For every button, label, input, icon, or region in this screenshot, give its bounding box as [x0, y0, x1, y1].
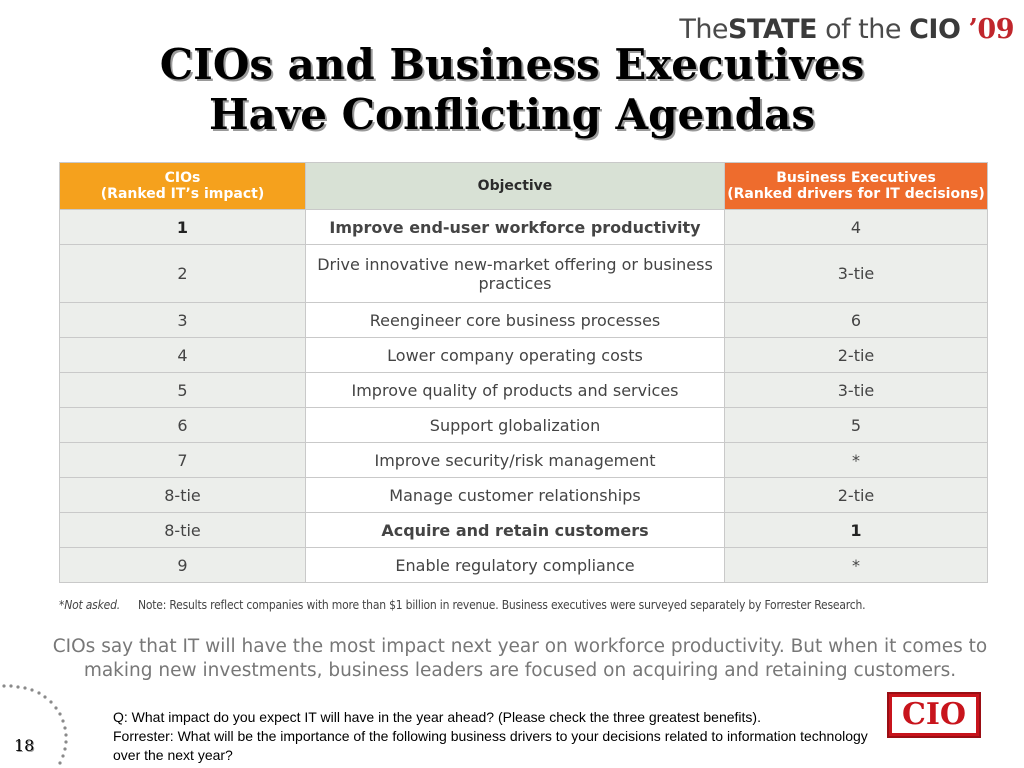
cio-rank-cell: 1 [59, 209, 306, 245]
business-header-subtitle: (Ranked drivers for IT decisions) [727, 186, 985, 202]
table-row: 3 Reengineer core business processes 6 [59, 302, 988, 338]
table-row: 1 Improve end-user workforce productivit… [59, 209, 988, 245]
not-asked-note: *Not asked. [59, 598, 120, 612]
methodology-note: Note: Results reflect companies with mor… [137, 598, 866, 612]
title-line-1: CIOs and Business Executives [159, 40, 865, 89]
table-header-row: CIOs (Ranked IT’s impact) Objective Busi… [59, 162, 988, 210]
cio-rank-cell: 4 [59, 337, 306, 373]
objective-cell: Enable regulatory compliance [305, 547, 725, 583]
business-rank-cell: 2-tie [724, 477, 988, 513]
title-line-2: Have Conflicting Agendas [208, 90, 815, 139]
brand-of-the: of the [825, 14, 901, 45]
table-row: 5 Improve quality of products and servic… [59, 372, 988, 408]
business-rank-cell: * [724, 442, 988, 478]
cio-column-header: CIOs (Ranked IT’s impact) [59, 162, 306, 210]
table-row: 7 Improve security/risk management * [59, 442, 988, 478]
page-title: CIOs and Business Executives Have Confli… [0, 40, 1024, 140]
cio-rank-cell: 8-tie [59, 512, 306, 548]
business-rank-cell: 3-tie [724, 372, 988, 408]
objective-cell: Support globalization [305, 407, 725, 443]
dotted-arc-decoration [2, 684, 68, 765]
cio-rank-cell: 9 [59, 547, 306, 583]
cio-rank-cell: 3 [59, 302, 306, 338]
table-row: 9 Enable regulatory compliance * [59, 547, 988, 583]
business-rank-cell: 3-tie [724, 244, 988, 303]
brand-state: STATE [728, 14, 817, 45]
objective-cell: Reengineer core business processes [305, 302, 725, 338]
cio-logo-text: CIO [892, 697, 976, 733]
table-row: 6 Support globalization 5 [59, 407, 988, 443]
cio-rank-cell: 5 [59, 372, 306, 408]
cio-header-subtitle: (Ranked IT’s impact) [100, 186, 265, 202]
brand-cio: CIO [909, 14, 961, 45]
table-row: 4 Lower company operating costs 2-tie [59, 337, 988, 373]
objective-cell: Manage customer relationships [305, 477, 725, 513]
table-row: 2 Drive innovative new-market offering o… [59, 244, 988, 303]
brand-prefix: The [679, 14, 729, 45]
objective-cell: Improve quality of products and services [305, 372, 725, 408]
brand-year: ’09 [968, 14, 1015, 45]
table-row: 8-tie Manage customer relationships 2-ti… [59, 477, 988, 513]
business-rank-cell: 2-tie [724, 337, 988, 373]
state-of-the-cio-brand: TheSTATE of the CIO ’09 [679, 14, 1014, 45]
survey-question-cio: Q: What impact do you expect IT will hav… [113, 709, 761, 725]
objective-cell: Improve end-user workforce productivity [305, 209, 725, 245]
objective-cell: Acquire and retain customers [305, 512, 725, 548]
objective-cell: Drive innovative new-market offering or … [305, 244, 725, 303]
business-header-title: Business Executives [776, 170, 936, 186]
cio-rank-cell: 2 [59, 244, 306, 303]
table-footnote: *Not asked. Note: Results reflect compani… [59, 598, 866, 612]
business-rank-cell: 5 [724, 407, 988, 443]
business-rank-cell: 4 [724, 209, 988, 245]
business-rank-cell: * [724, 547, 988, 583]
cio-header-title: CIOs [164, 170, 201, 186]
objective-cell: Lower company operating costs [305, 337, 725, 373]
survey-question-forrester: Forrester: What will be the importance o… [113, 728, 868, 763]
business-rank-cell: 6 [724, 302, 988, 338]
cio-rank-cell: 8-tie [59, 477, 306, 513]
cio-rank-cell: 6 [59, 407, 306, 443]
business-column-header: Business Executives (Ranked drivers for … [724, 162, 988, 210]
cio-rank-cell: 7 [59, 442, 306, 478]
objective-cell: Improve security/risk management [305, 442, 725, 478]
cio-logo: CIO [887, 692, 981, 738]
objective-column-header: Objective [305, 162, 725, 210]
survey-question: Q: What impact do you expect IT will hav… [113, 708, 883, 765]
table-row: 8-tie Acquire and retain customers 1 [59, 512, 988, 548]
page-number: 18 [14, 736, 35, 755]
summary-text: CIOs say that IT will have the most impa… [52, 636, 988, 681]
business-rank-cell: 1 [724, 512, 988, 548]
ranking-table: CIOs (Ranked IT’s impact) Objective Busi… [59, 162, 988, 583]
